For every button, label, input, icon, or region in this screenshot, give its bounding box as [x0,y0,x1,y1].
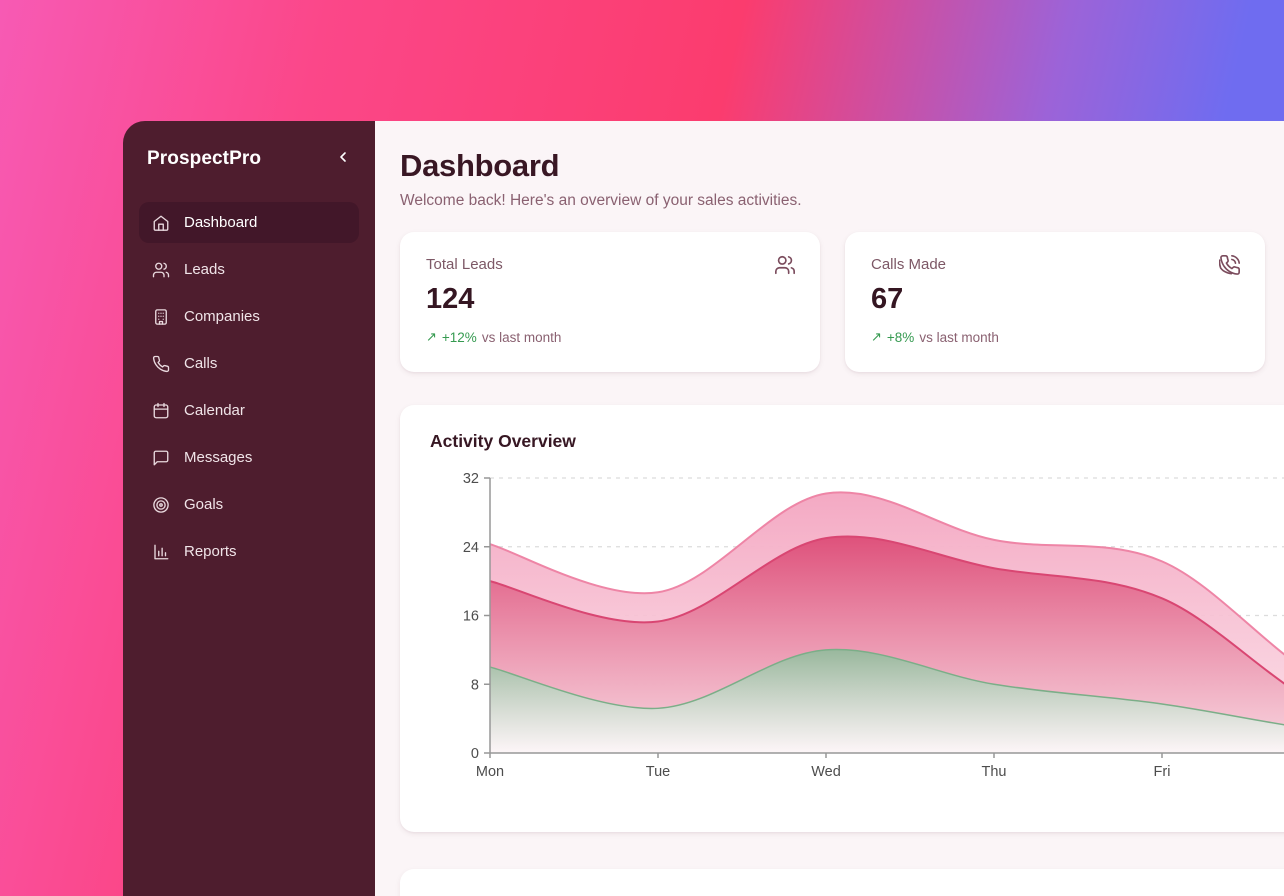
stat-card-calls-made: Calls Made 67 ↗ +8% vs last month [845,232,1265,372]
sidebar-item-leads[interactable]: Leads [139,249,359,290]
sidebar-item-label: Calendar [184,402,245,419]
y-axis-tick-label: 32 [463,471,479,487]
x-axis-tick-label: Tue [646,764,670,780]
sidebar-header: ProspectPro [139,145,359,170]
sidebar-item-calendar[interactable]: Calendar [139,390,359,431]
chart-area-lower-green-band [490,649,1284,753]
trend-percent: +8% [886,329,915,345]
message-icon [152,449,170,467]
sidebar-item-companies[interactable]: Companies [139,296,359,337]
users-icon [152,261,170,279]
y-axis-tick-label: 0 [471,746,479,762]
stats-row: Total Leads 124 ↗ +12% vs last month Cal… [400,232,1284,372]
y-axis-tick-label: 24 [463,540,479,556]
sidebar-item-reports[interactable]: Reports [139,531,359,572]
trend-up-icon: ↗ [871,329,882,344]
chart-line-lower-green-band [489,648,1284,726]
sidebar: ProspectPro Dashboard Leads [123,121,375,896]
trend-percent: +12% [441,329,477,345]
x-axis-tick-label: Mon [476,764,504,780]
phone-call-icon [1218,254,1241,281]
stat-value: 67 [871,283,904,315]
calendar-icon [152,402,170,420]
x-axis-tick-label: Thu [982,764,1007,780]
sidebar-collapse-button[interactable] [333,147,353,170]
activity-overview-card: Activity Overview 0 8 16 24 32 Mon Tue Wed Thu Fr… [400,405,1284,832]
page-subtitle: Welcome back! Here's an overview of your… [400,192,802,209]
activity-chart: 08162432MonTueWedThuFriSatSun [428,458,1284,799]
main-content: Dashboard Welcome back! Here's an overvi… [375,121,1284,896]
stat-trend: ↗ +12% vs last month [426,329,794,345]
sidebar-item-goals[interactable]: Goals [139,484,359,525]
chart-line-inner-rose-band [489,535,1284,685]
app-window: ProspectPro Dashboard Leads [123,121,1284,896]
sidebar-nav: Dashboard Leads Companies Calls [139,202,359,572]
sidebar-item-label: Messages [184,449,253,466]
stat-value: 124 [426,283,475,315]
target-icon [152,496,170,514]
chart-title: Activity Overview [430,431,576,451]
chevron-left-icon [335,149,351,168]
y-axis-tick-label: 16 [463,609,479,625]
sidebar-item-label: Leads [184,261,225,278]
stat-trend: ↗ +8% vs last month [871,329,1239,345]
sidebar-item-calls[interactable]: Calls [139,343,359,384]
x-axis-tick-label: Wed [811,764,841,780]
stat-label: Calls Made [871,256,947,273]
sidebar-item-label: Reports [184,543,237,560]
sidebar-item-label: Dashboard [184,214,258,231]
trend-up-icon: ↗ [426,329,437,344]
bar-chart-icon [152,543,170,561]
home-icon [152,214,170,232]
trend-suffix: vs last month [919,329,999,345]
sidebar-item-dashboard[interactable]: Dashboard [139,202,359,243]
sidebar-item-label: Goals [184,496,224,513]
trend-suffix: vs last month [481,329,562,345]
activity-chart-svg: 08162432MonTueWedThuFriSatSun [463,471,1284,780]
chart-line-upper-pink-band [489,491,1284,656]
users-icon [774,254,796,281]
sidebar-item-label: Companies [184,308,260,325]
stat-label: Total Leads [426,256,503,273]
partial-card-bottom [400,869,1284,896]
phone-icon [152,355,170,373]
building-icon [152,308,170,326]
page-title: Dashboard [400,148,560,183]
sidebar-item-messages[interactable]: Messages [139,437,359,478]
y-axis-tick-label: 8 [471,677,479,693]
sidebar-item-label: Calls [184,355,218,372]
stat-card-total-leads: Total Leads 124 ↗ +12% vs last month [400,232,820,372]
x-axis-tick-label: Fri [1154,764,1171,780]
app-logo-text: ProspectPro [147,147,262,169]
